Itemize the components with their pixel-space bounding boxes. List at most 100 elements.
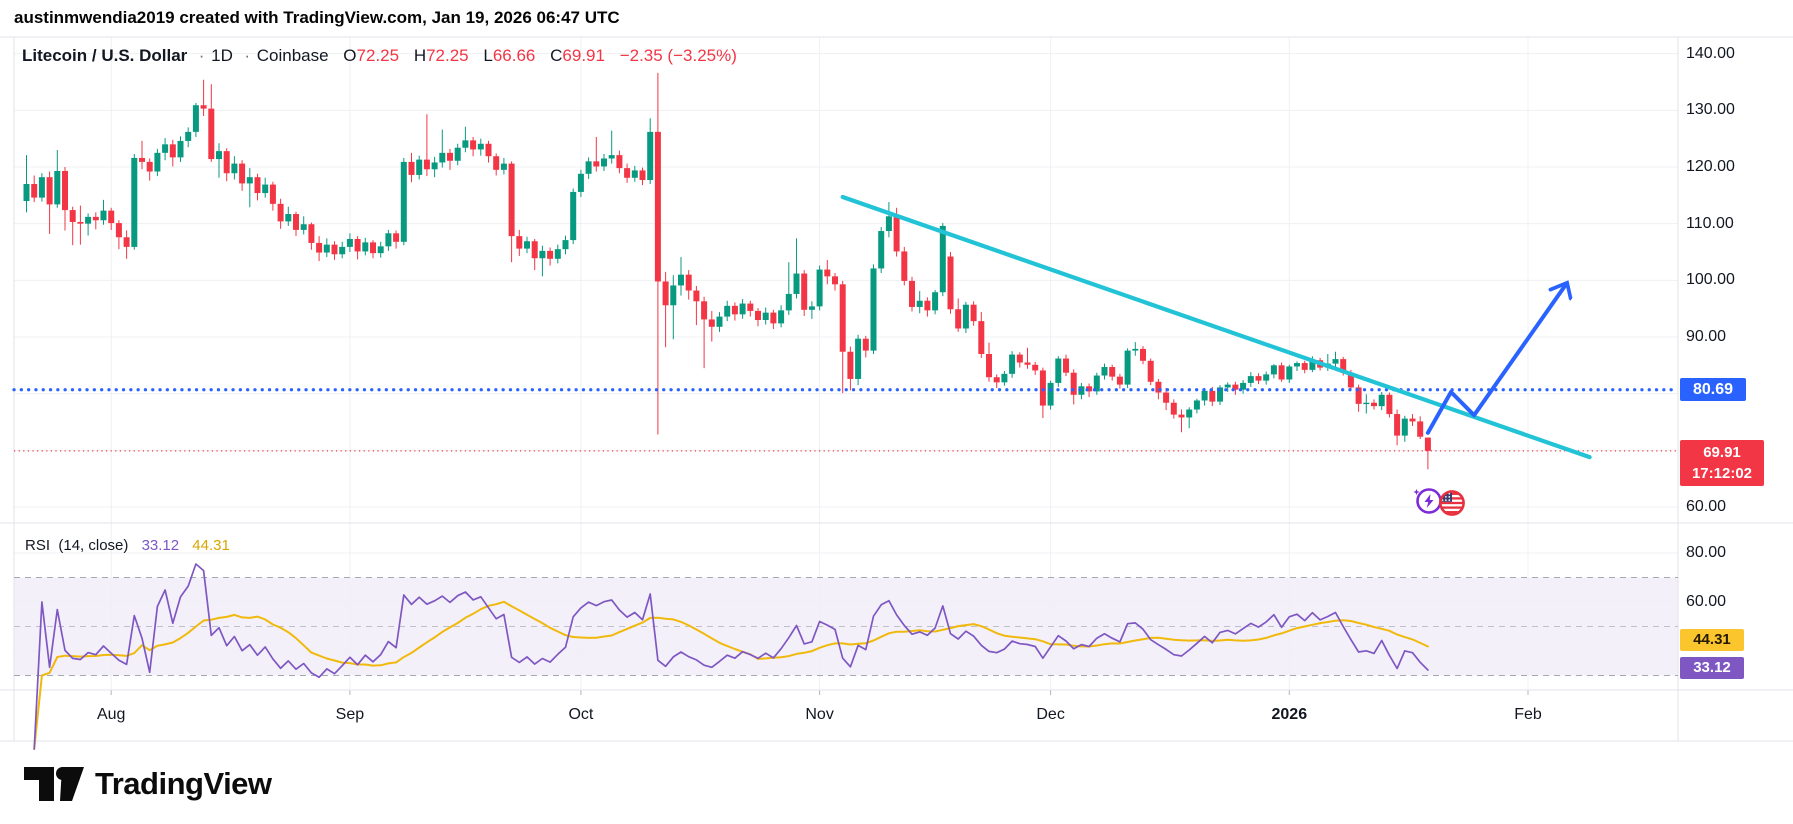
candle: [1193, 400, 1200, 410]
rsi-tick-label: 60.00: [1686, 593, 1727, 610]
candle: [1247, 376, 1254, 383]
separator-dot: ·: [239, 46, 255, 65]
candle: [1101, 367, 1108, 376]
candle: [1270, 365, 1277, 375]
candle: [470, 140, 477, 150]
candle: [901, 251, 908, 281]
interval-label[interactable]: 1D: [211, 46, 233, 65]
candle: [131, 157, 138, 247]
price-tick-label: 110.00: [1686, 214, 1734, 232]
candle: [354, 238, 361, 252]
candle: [223, 151, 230, 174]
candle: [885, 216, 892, 232]
candle: [1394, 414, 1401, 436]
exchange-label: Coinbase: [256, 46, 329, 65]
candle: [1332, 359, 1339, 364]
rsi-indicator-legend[interactable]: RSI (14, close) 33.12 44.31: [25, 537, 230, 554]
candle: [1340, 359, 1347, 373]
candle: [477, 143, 484, 150]
candle: [1386, 394, 1393, 415]
separator-dot: ·: [194, 46, 210, 65]
candle: [370, 242, 376, 254]
candle: [385, 233, 392, 247]
candle: [862, 338, 869, 351]
candle: [1032, 364, 1039, 371]
candle: [185, 131, 192, 141]
candle: [793, 273, 800, 294]
candle: [162, 144, 169, 153]
candle: [1286, 366, 1293, 380]
candle: [932, 292, 939, 311]
candle: [1232, 384, 1239, 390]
candle: [1093, 375, 1100, 392]
candle: [293, 214, 299, 230]
symbol-title[interactable]: Litecoin / U.S. Dollar: [22, 46, 188, 65]
candle: [262, 184, 269, 194]
candle: [339, 246, 346, 255]
projection-arrow[interactable]: [1425, 284, 1567, 435]
close-label: C: [550, 46, 563, 65]
price-level-badge: 80.69: [1680, 378, 1746, 402]
candle: [431, 162, 438, 170]
open-label: O: [343, 46, 357, 65]
candle: [839, 284, 846, 352]
candle: [1224, 384, 1231, 388]
candle: [693, 290, 700, 302]
candle: [208, 108, 215, 160]
candle: [346, 238, 353, 247]
candle: [978, 321, 985, 354]
tradingview-logo[interactable]: TradingView: [22, 762, 272, 806]
candle: [955, 309, 962, 329]
candle: [139, 157, 145, 162]
candle: [1047, 382, 1054, 406]
open-value: 72.25: [356, 46, 400, 65]
candle: [601, 158, 607, 167]
candle: [1255, 376, 1262, 381]
candle: [1163, 392, 1170, 403]
rsi-ma-current-value: 44.31: [192, 537, 230, 554]
candle: [739, 303, 746, 315]
candle: [801, 273, 808, 310]
candle: [377, 246, 384, 254]
candle: [92, 216, 99, 221]
low-label: L: [483, 46, 493, 65]
candle: [847, 351, 854, 379]
rsi-ma-badge: 44.31: [1680, 629, 1744, 652]
candle: [747, 303, 754, 311]
candle: [855, 338, 862, 379]
candle: [939, 225, 946, 293]
candle: [516, 236, 523, 249]
candle: [608, 155, 615, 159]
candle: [539, 250, 546, 259]
candle: [400, 161, 407, 242]
candle: [1401, 418, 1408, 436]
candle: [1001, 373, 1008, 383]
candle: [1140, 348, 1146, 361]
candle: [816, 269, 823, 307]
price-tick-label: 120.00: [1686, 158, 1735, 175]
rsi-current-value: 33.12: [141, 537, 180, 554]
rsi-value-badge: 33.12: [1680, 656, 1744, 679]
price-tick-label: 100.00: [1686, 271, 1735, 289]
descending-trendline[interactable]: [840, 194, 1592, 460]
time-tick-label: Sep: [335, 706, 365, 723]
high-label: H: [413, 46, 427, 65]
candle: [993, 377, 1000, 383]
candle: [832, 276, 838, 285]
last-price-badge: 69.91 17:12:02: [1680, 439, 1764, 486]
candle: [1147, 360, 1154, 382]
candle: [909, 280, 915, 307]
candle: [962, 304, 969, 329]
candle: [1424, 437, 1431, 451]
candle: [462, 140, 469, 148]
candle: [647, 131, 654, 181]
candle: [685, 274, 692, 291]
candle: [308, 224, 315, 243]
candle: [585, 161, 592, 174]
candle: [708, 319, 715, 327]
candle: [893, 216, 900, 252]
candle: [1301, 363, 1308, 370]
candle: [100, 210, 107, 221]
